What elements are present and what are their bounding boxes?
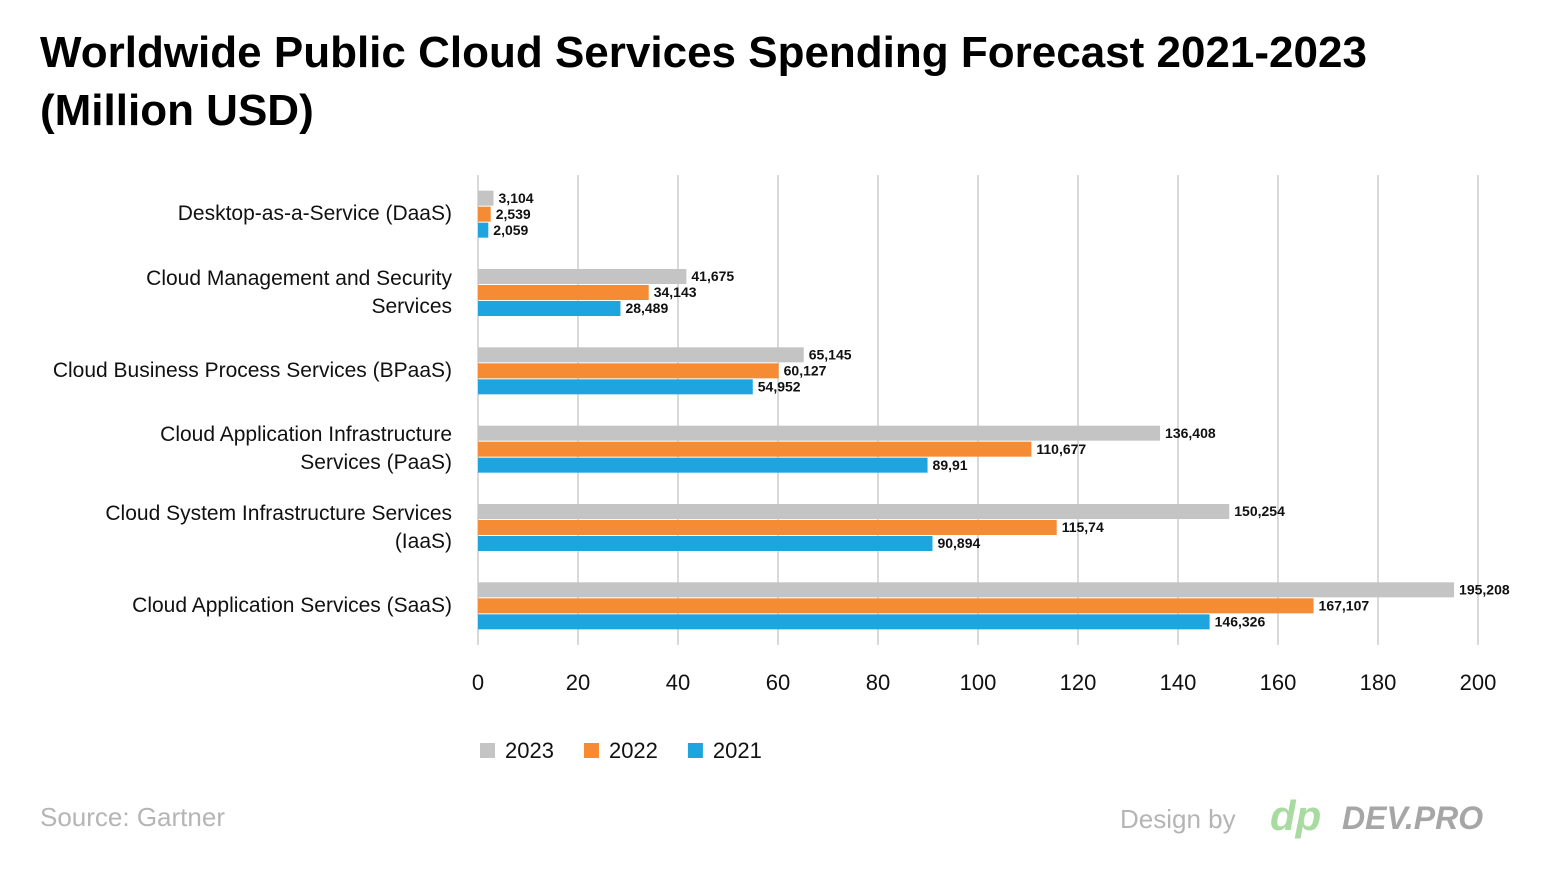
x-tick-label: 60 <box>766 670 790 695</box>
x-tick-label: 100 <box>960 670 997 695</box>
value-label: 60,127 <box>784 363 827 379</box>
brand: DEV.PRO <box>1342 800 1484 836</box>
y-tick-label: Cloud System Infrastructure Services (Ia… <box>105 501 452 553</box>
bar <box>478 269 687 284</box>
value-label: 167,107 <box>1319 598 1370 614</box>
bar <box>478 347 804 363</box>
bar <box>478 598 1314 614</box>
credit: Design by <box>1120 804 1236 834</box>
value-label: 115,74 <box>1062 519 1104 535</box>
y-tick-label: Cloud Business Process Services (BPaaS) <box>52 358 452 382</box>
x-tick-label: 120 <box>1060 670 1097 695</box>
bar <box>478 582 1455 598</box>
x-tick-label: 160 <box>1260 670 1297 695</box>
bar <box>478 520 1057 535</box>
legend-swatch <box>687 743 703 758</box>
value-label: 3,104 <box>499 190 534 206</box>
x-tick-label: 20 <box>566 670 590 695</box>
bar <box>478 285 649 300</box>
x-tick-label: 180 <box>1360 670 1397 695</box>
bar <box>478 222 489 238</box>
bar <box>478 206 491 222</box>
logo: dp <box>1270 792 1322 839</box>
source: Source: Gartner <box>40 802 225 832</box>
legend-swatch <box>583 743 599 758</box>
value-label: 195,208 <box>1459 582 1510 598</box>
value-label: 146,326 <box>1215 614 1266 630</box>
bar <box>478 457 928 473</box>
y-tick-label: Cloud Management and Security Services <box>146 266 452 318</box>
bar <box>478 190 494 206</box>
x-tick-label: 40 <box>666 670 690 695</box>
bar <box>478 425 1161 441</box>
bar <box>478 614 1210 630</box>
x-tick-label: 200 <box>1460 670 1497 695</box>
bar <box>478 441 1032 457</box>
value-label: 34,143 <box>654 284 697 300</box>
bar <box>478 536 933 551</box>
bar <box>478 379 753 395</box>
legend-label: 2022 <box>609 738 658 763</box>
x-tick-label: 0 <box>472 670 484 695</box>
y-tick-label: Cloud Application Infrastructure Service… <box>160 423 452 475</box>
value-label: 90,894 <box>937 535 980 551</box>
value-label: 136,408 <box>1165 425 1216 441</box>
legend-label: 2021 <box>713 738 762 763</box>
legend-label: 2023 <box>505 738 554 763</box>
y-tick-label: Cloud Application Services (SaaS) <box>132 593 452 617</box>
chart-title: Worldwide Public Cloud Services Spending… <box>40 28 1367 135</box>
x-tick-label: 140 <box>1160 670 1197 695</box>
value-label: 65,145 <box>809 347 852 363</box>
value-label: 2,059 <box>493 222 528 238</box>
value-label: 2,539 <box>496 206 531 222</box>
value-label: 150,254 <box>1234 503 1285 519</box>
bar <box>478 504 1230 519</box>
legend-swatch <box>480 743 495 758</box>
value-label: 110,677 <box>1036 441 1086 457</box>
value-label: 28,489 <box>625 300 668 316</box>
value-label: 89,91 <box>933 457 968 473</box>
bar <box>478 363 779 379</box>
x-tick-label: 80 <box>866 670 890 695</box>
bar <box>478 301 621 316</box>
value-label: 41,675 <box>691 268 734 284</box>
value-label: 54,952 <box>758 379 801 395</box>
y-tick-label: Desktop-as-a-Service (DaaS) <box>177 202 452 226</box>
